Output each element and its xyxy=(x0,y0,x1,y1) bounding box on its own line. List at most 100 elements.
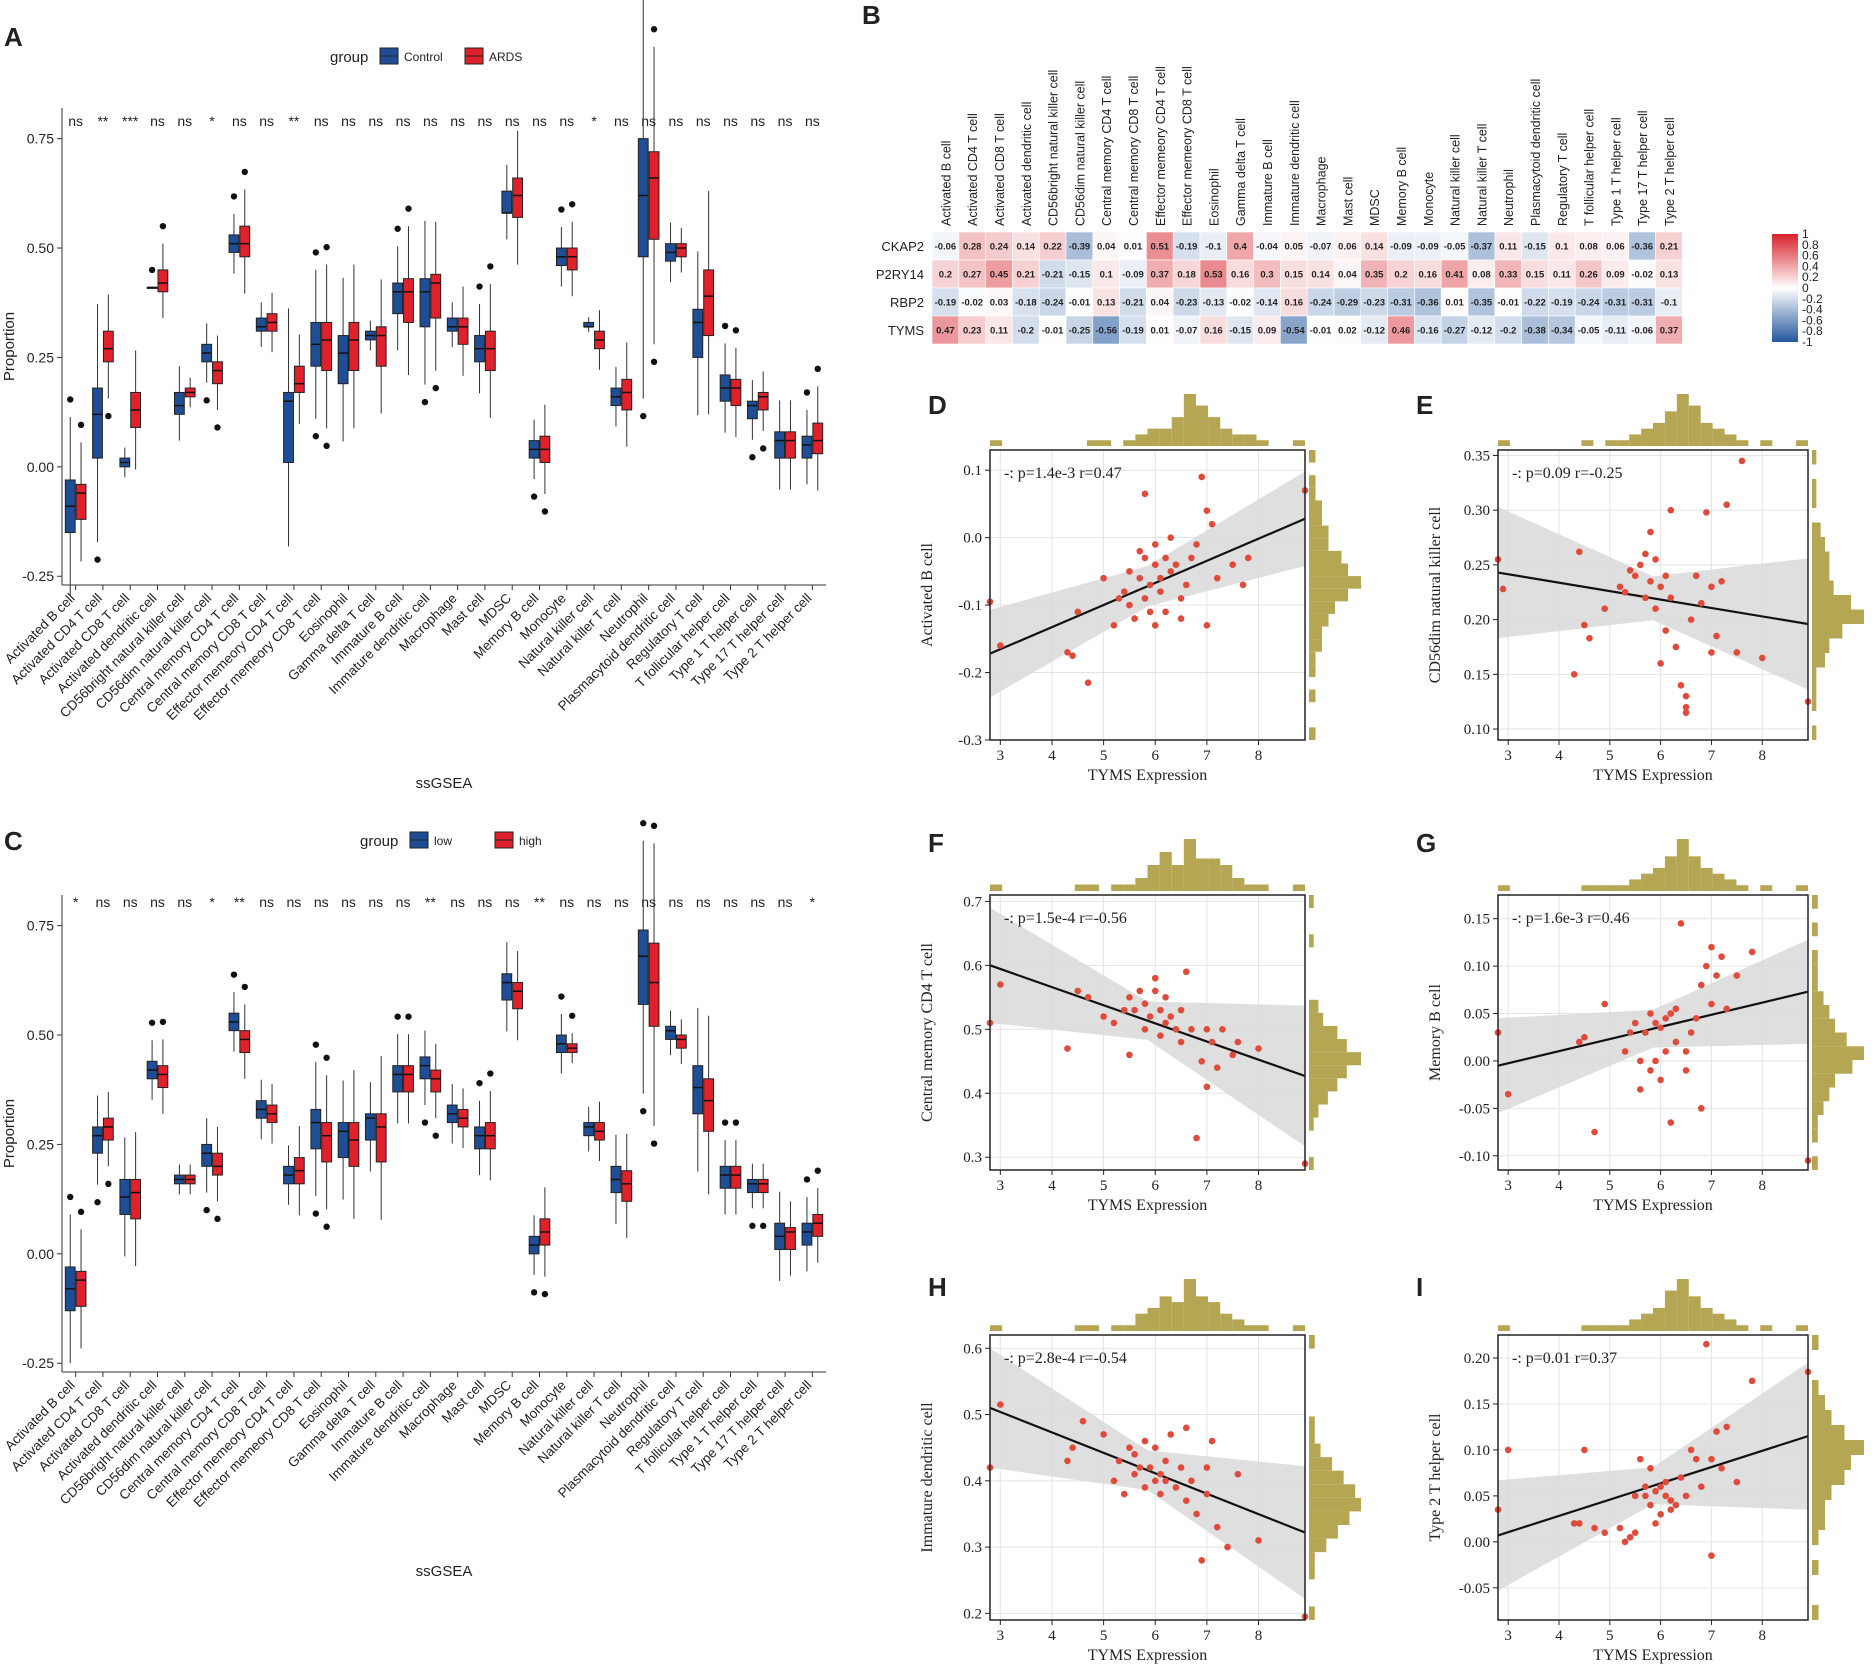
data-point xyxy=(1576,548,1583,556)
heatmap-value: -0.21 xyxy=(1042,270,1064,281)
heatmap-value: 0.24 xyxy=(990,242,1009,253)
heatmap-column-label: Natural killer cell xyxy=(1449,134,1463,226)
data-point xyxy=(1733,649,1741,656)
y-tick-label: -0.10 xyxy=(1459,1149,1490,1165)
heatmap-column-label: Central memory CD8 T cell xyxy=(1127,76,1141,226)
data-point xyxy=(1642,594,1649,602)
x-tick-label: 3 xyxy=(997,1628,1005,1644)
box xyxy=(419,1056,431,1080)
x-tick-label: 7 xyxy=(1203,748,1211,764)
significance-label: ns xyxy=(368,894,383,910)
significance-label: ns xyxy=(177,113,192,129)
histogram-bar-y xyxy=(1309,450,1316,463)
heatmap-column-label: Neutrophil xyxy=(1502,169,1516,226)
y-tick-label: 0.25 xyxy=(1464,558,1490,574)
data-point xyxy=(1157,1490,1164,1498)
histogram-bar-y xyxy=(1812,653,1825,668)
histogram-bar-y xyxy=(1812,667,1817,682)
heatmap-cell xyxy=(1655,315,1683,345)
box xyxy=(212,1152,223,1176)
data-point xyxy=(1642,550,1649,558)
data-point xyxy=(1682,692,1690,700)
heatmap-value: 0.14 xyxy=(1365,242,1384,253)
histogram-bar-x xyxy=(1605,885,1618,891)
outlier xyxy=(241,983,248,991)
outlier xyxy=(487,263,494,270)
box xyxy=(730,378,742,407)
heatmap-value: -0.15 xyxy=(1229,326,1251,337)
data-point xyxy=(1213,574,1221,582)
histogram-bar-y xyxy=(1309,1039,1347,1053)
histogram-bar-x xyxy=(1171,417,1184,446)
data-point xyxy=(1084,994,1092,1001)
y-tick-label: 0.00 xyxy=(1464,1054,1490,1070)
heatmap-column-label: Type 2 T helper cell xyxy=(1663,117,1677,226)
heatmap-column-label: Gamma delta T cell xyxy=(1234,118,1248,226)
data-point xyxy=(1172,1026,1180,1033)
histogram-bar-x xyxy=(1724,879,1737,891)
data-point xyxy=(1672,643,1680,651)
histogram-bar-y xyxy=(1812,963,1818,978)
histogram-bar-y xyxy=(1309,1525,1338,1539)
significance-label: ns xyxy=(478,113,493,129)
box xyxy=(746,1178,758,1194)
heatmap-cell xyxy=(1199,259,1228,289)
data-point xyxy=(1621,1048,1629,1055)
outlier xyxy=(432,384,439,392)
histogram-bar-y xyxy=(1309,563,1348,577)
data-point xyxy=(1234,1038,1242,1046)
outlier xyxy=(323,1054,330,1061)
significance-label: ns xyxy=(669,113,684,129)
x-tick-label: 4 xyxy=(1048,1628,1056,1644)
data-point xyxy=(1126,1444,1133,1451)
heatmap-value: -0.16 xyxy=(1417,326,1439,337)
panel-letter-d: D xyxy=(928,390,947,420)
box xyxy=(201,1143,213,1167)
significance-label: ns xyxy=(259,113,274,129)
y-tick-label: 0.00 xyxy=(1464,1535,1490,1551)
histogram-bar-x xyxy=(1498,1325,1510,1331)
histogram-bar-x xyxy=(1653,867,1665,891)
heatmap-value: -0.05 xyxy=(1444,242,1466,253)
outlier xyxy=(759,1222,767,1230)
heatmap-cell xyxy=(1333,315,1362,345)
significance-label: ns xyxy=(396,113,411,129)
heatmap-cell xyxy=(1467,231,1496,261)
heatmap-value: 0.16 xyxy=(1204,326,1223,337)
y-tick-label: 0.7 xyxy=(963,894,982,910)
data-point xyxy=(1084,679,1092,686)
histogram-bar-y xyxy=(1309,651,1316,665)
data-point xyxy=(1167,1431,1175,1438)
histogram-bar-y xyxy=(1309,513,1322,526)
y-tick-label: 0.4 xyxy=(963,1474,982,1490)
heatmap-value: -0.19 xyxy=(935,298,957,309)
significance-label: ns xyxy=(559,113,574,129)
heatmap-column-label: Type 17 T helper cell xyxy=(1636,110,1650,226)
box xyxy=(392,282,404,315)
heatmap-column-label: Eosinophil xyxy=(1207,168,1221,226)
heatmap-value: -0.36 xyxy=(1631,242,1653,253)
data-point xyxy=(1131,1006,1138,1014)
data-point xyxy=(1131,1470,1138,1478)
histogram-bar-x xyxy=(990,440,1003,446)
significance-label: *** xyxy=(122,113,139,129)
data-point xyxy=(1713,1428,1720,1435)
data-point xyxy=(1657,1024,1664,1032)
data-point xyxy=(1151,974,1159,982)
histogram-bar-y xyxy=(1812,624,1843,639)
confidence-band xyxy=(990,1348,1305,1599)
data-point xyxy=(1652,1487,1659,1495)
heatmap-cell xyxy=(1601,231,1630,261)
heatmap-value: 0.09 xyxy=(1606,270,1625,281)
plot-frame xyxy=(1497,894,1809,1171)
data-point xyxy=(1723,1005,1730,1013)
heatmap-cell xyxy=(1574,315,1603,345)
data-point xyxy=(1157,588,1164,595)
box xyxy=(501,973,513,1001)
histogram-bar-x xyxy=(1641,1313,1653,1331)
data-point xyxy=(1677,681,1685,689)
heatmap-value: 0.01 xyxy=(1445,298,1464,309)
panel-letter-i: I xyxy=(1416,1272,1423,1302)
data-point xyxy=(997,642,1004,649)
outlier xyxy=(77,1208,85,1216)
